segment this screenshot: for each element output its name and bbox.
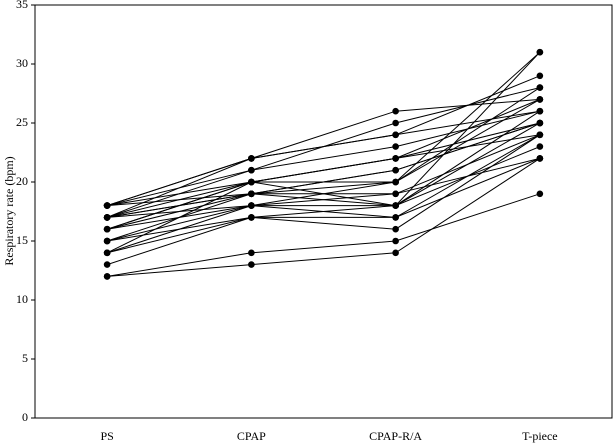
series-line <box>106 110 540 218</box>
y-tick-label: 35 <box>16 0 28 11</box>
data-point <box>392 143 399 150</box>
x-tick-label: PS <box>100 429 113 443</box>
data-point <box>392 237 399 245</box>
data-point <box>103 261 111 268</box>
data-point <box>248 190 255 198</box>
data-point <box>536 84 544 91</box>
series-line <box>106 134 541 266</box>
data-point <box>103 214 111 221</box>
data-point <box>103 225 111 233</box>
series-line <box>107 157 541 277</box>
y-axis-label: Respiratory rate (bpm) <box>2 156 16 265</box>
data-point <box>103 249 111 257</box>
series-line <box>106 75 541 207</box>
data-point <box>536 72 544 80</box>
x-tick-label: CPAP-R/A <box>369 429 422 443</box>
data-point <box>248 261 255 268</box>
series-line <box>107 193 541 277</box>
y-tick-label: 15 <box>16 233 28 247</box>
data-point <box>248 166 255 174</box>
data-point <box>392 190 399 198</box>
data-point <box>536 119 544 127</box>
data-point <box>392 178 399 186</box>
series-line <box>107 134 541 218</box>
data-point <box>536 107 544 115</box>
data-point <box>392 119 399 127</box>
y-tick-label: 20 <box>16 174 28 188</box>
data-point <box>392 202 399 209</box>
y-tick-label: 25 <box>16 115 28 129</box>
data-point <box>536 143 544 150</box>
y-tick-label: 30 <box>16 56 28 70</box>
data-point <box>536 190 544 198</box>
data-point <box>103 237 111 245</box>
series-line <box>107 98 541 218</box>
series-line <box>107 157 540 242</box>
data-point <box>536 96 544 103</box>
series-line <box>106 51 541 230</box>
x-tick-label: CPAP <box>237 429 266 443</box>
data-point <box>103 273 111 280</box>
data-point <box>536 131 544 139</box>
data-point <box>536 155 544 162</box>
x-tick-label: T-piece <box>522 429 558 443</box>
data-point <box>103 202 111 209</box>
data-point <box>248 202 255 209</box>
data-point <box>536 48 544 56</box>
data-point <box>248 214 255 221</box>
series-line <box>107 122 541 207</box>
y-tick-label: 5 <box>22 351 28 365</box>
data-point <box>392 131 399 139</box>
data-point <box>392 249 399 257</box>
series-line <box>106 134 540 254</box>
data-point <box>248 249 255 257</box>
series-line <box>107 157 541 254</box>
data-point <box>248 155 255 162</box>
y-tick-label: 10 <box>16 292 28 306</box>
data-point <box>392 214 399 221</box>
data-point <box>392 166 399 174</box>
data-point <box>248 178 255 186</box>
data-point <box>392 155 399 162</box>
series-line <box>107 122 540 207</box>
plot-frame <box>34 4 613 419</box>
data-point <box>392 107 399 115</box>
data-point <box>392 225 399 233</box>
y-tick-label: 0 <box>22 410 28 424</box>
